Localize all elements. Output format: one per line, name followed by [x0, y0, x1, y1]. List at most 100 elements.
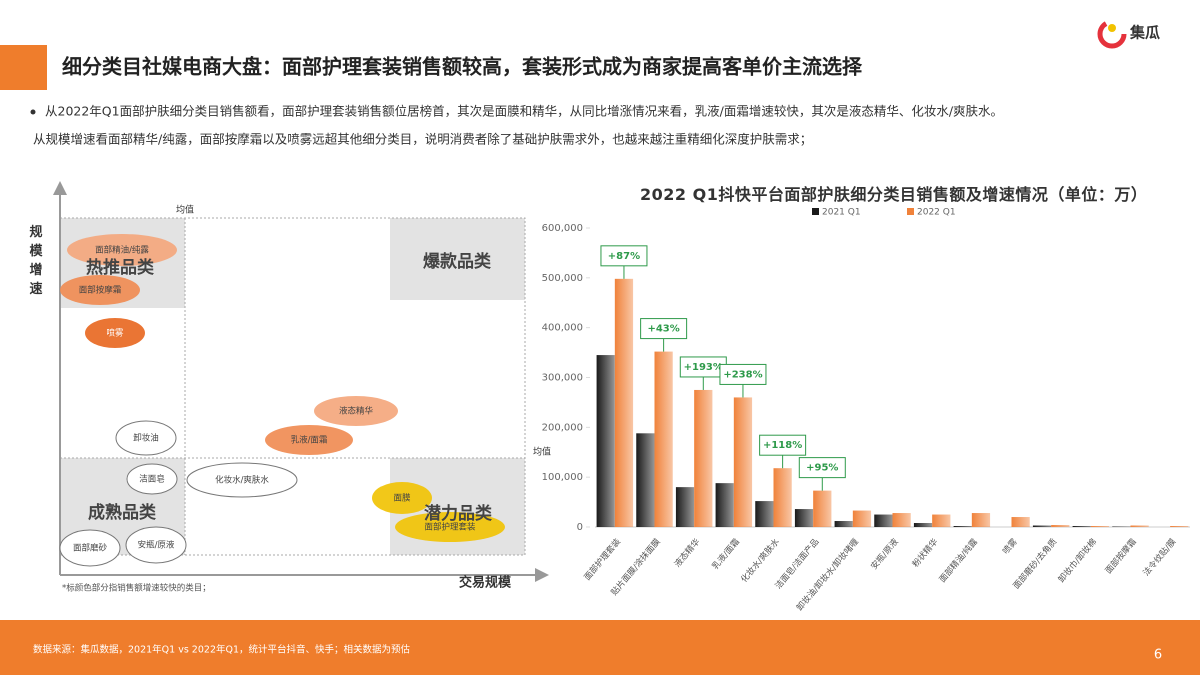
quadrant-bg — [390, 218, 525, 300]
bubble-label: 化妆水/爽肤水 — [215, 475, 269, 486]
y-tick-label: 100,000 — [542, 472, 583, 483]
bubble-label: 面部精油/纯露 — [95, 245, 149, 256]
bar — [733, 397, 753, 527]
bubble — [125, 526, 187, 564]
y-tick-label: 0 — [577, 522, 583, 533]
bubble — [59, 529, 121, 567]
bar — [654, 351, 673, 527]
bar — [874, 514, 893, 527]
quadrant-label: 热推品类 — [86, 257, 155, 278]
bar — [913, 523, 933, 527]
bar — [1090, 526, 1110, 527]
avg-label: 均值 — [176, 204, 194, 216]
bar — [773, 468, 792, 527]
logo-dot — [1108, 24, 1116, 32]
bubble — [372, 482, 432, 514]
bar — [834, 521, 853, 527]
bubble-label: 喷雾 — [106, 328, 124, 339]
bar — [1170, 526, 1189, 527]
logo-text: 集瓜 — [1129, 24, 1160, 42]
quadrant-frame — [59, 217, 526, 556]
bubble-label: 面膜 — [393, 493, 411, 504]
bar — [694, 389, 713, 527]
bar — [755, 501, 774, 527]
growth-box — [798, 457, 846, 479]
y-tick-label: 600,000 — [542, 223, 583, 234]
x-tick-label: 化妆水/爽肤水 — [739, 536, 782, 585]
bar — [953, 526, 972, 527]
bar — [794, 509, 814, 527]
summary-line: 从2022年Q1面部护肤细分类目销售额看，面部护理套装销售额位居榜首，其次是面膜… — [45, 104, 1003, 119]
bar — [596, 355, 615, 527]
growth-box — [719, 363, 767, 385]
x-tick-label: 喷雾 — [1000, 536, 1020, 556]
bar — [1051, 525, 1070, 527]
bar — [614, 278, 634, 527]
growth-label: +87% — [608, 251, 640, 262]
legend-swatch — [907, 208, 914, 215]
x-tick-label: 法令纹贴/膜 — [1141, 536, 1179, 578]
bar — [1072, 526, 1091, 527]
y-tick-label: 300,000 — [542, 373, 583, 384]
bubble-label: 面部护理套装 — [424, 522, 476, 533]
x-axis-label: 交易规模 — [459, 575, 512, 591]
growth-box — [600, 245, 648, 267]
bar — [892, 513, 911, 527]
x-tick-label: 面部护理套装 — [582, 536, 624, 583]
growth-label: +193% — [684, 362, 723, 373]
x-tick-label: 面部精油/纯露 — [937, 536, 980, 585]
growth-box — [640, 318, 688, 340]
bubble — [67, 234, 177, 266]
quadrant-label: 爆款品类 — [423, 251, 492, 272]
x-tick-label: 安瓶/原液 — [869, 536, 901, 572]
bubble — [265, 425, 353, 455]
bar — [932, 514, 951, 527]
note: *标颜色部分指销售额增速较快的类目； — [62, 583, 211, 594]
x-tick-label: 面部按摩霜 — [1103, 536, 1139, 576]
bubble-label: 面部磨砂 — [73, 543, 108, 554]
growth-label: +43% — [647, 324, 679, 335]
bar — [813, 490, 832, 527]
y-axis-label: 规模增速 — [29, 225, 43, 297]
bullet — [30, 109, 36, 115]
legend-label: 2021 Q1 — [822, 208, 861, 218]
legend-label: 2022 Q1 — [917, 208, 956, 218]
bubble-label: 卸妆油 — [133, 433, 159, 444]
bubble — [126, 463, 178, 495]
bubble — [395, 512, 505, 542]
x-tick-label: 卸妆巾/卸妆棉 — [1056, 536, 1099, 584]
bubble-label: 液态精华 — [339, 406, 374, 417]
bubble-label: 面部按摩霜 — [79, 285, 122, 296]
bubble-label: 安瓶/原液 — [138, 540, 175, 551]
quadrant-label: 潜力品类 — [424, 503, 493, 524]
bar — [852, 510, 872, 527]
bubble-label: 乳液/面霜 — [291, 435, 328, 446]
legend-swatch — [812, 208, 819, 215]
bar — [1011, 517, 1030, 527]
slide-title: 细分类目社媒电商大盘：面部护理套装销售额较高，套装形式成为商家提高客单价主流选择 — [62, 55, 863, 79]
y-tick-label: 500,000 — [542, 273, 583, 284]
chart-title: 2022 Q1抖快平台面部护肤细分类目销售额及增速情况（单位：万） — [640, 185, 1148, 204]
quadrant-label: 成熟品类 — [88, 502, 157, 523]
bar — [715, 483, 734, 527]
bar — [675, 487, 695, 527]
bar — [1032, 525, 1052, 527]
bubble — [314, 396, 398, 426]
bar — [1130, 525, 1149, 527]
growth-box — [759, 434, 807, 456]
growth-label: +238% — [723, 369, 762, 380]
bar — [971, 513, 991, 527]
source: 数据来源：集瓜数据，2021年Q1 vs 2022年Q1，统计平台抖音、快手；相… — [33, 644, 411, 656]
y-tick-label: 400,000 — [542, 323, 583, 334]
footer-band — [0, 620, 1200, 675]
bubble — [186, 462, 298, 498]
bubble — [60, 275, 140, 305]
page-number: 6 — [1154, 648, 1162, 663]
growth-label: +95% — [806, 463, 838, 474]
bubble — [85, 318, 145, 348]
bar — [636, 433, 655, 527]
x-tick-label: 粉状精华 — [910, 536, 941, 569]
